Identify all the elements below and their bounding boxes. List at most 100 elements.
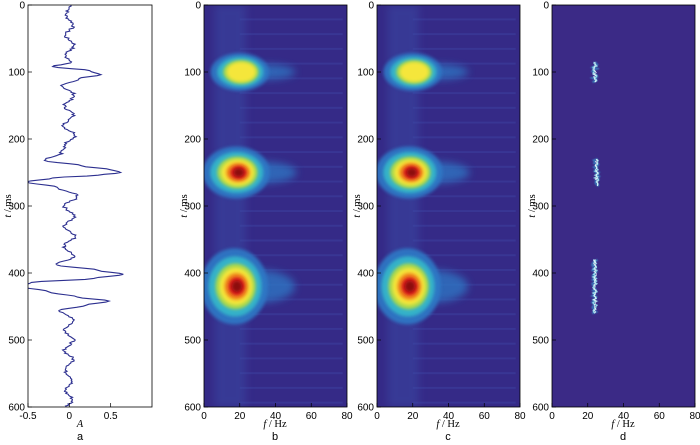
heatmap-streak — [412, 33, 516, 36]
heatmap-streak — [412, 62, 516, 65]
ytick-label-b: 300 — [184, 202, 201, 213]
energy-blob — [233, 168, 244, 177]
ytick-label-c: 300 — [357, 202, 374, 213]
ytick-label-a: 0 — [19, 1, 25, 12]
heatmap-streak — [239, 106, 343, 109]
heatmap-streak — [412, 342, 516, 345]
heatmap-streak — [412, 254, 516, 257]
panel-letter-c: c — [445, 431, 451, 443]
heatmap-streak — [412, 165, 516, 168]
heatmap-streak — [239, 401, 343, 404]
ytick-label-b: 400 — [184, 269, 201, 280]
xtick-label-a: -0.5 — [19, 411, 37, 422]
heatmap-streak — [239, 136, 343, 139]
ytick-label-a: 600 — [8, 403, 25, 414]
ytick-label-b: 500 — [184, 336, 201, 347]
ytick-label-d: 100 — [532, 68, 549, 79]
ytick-label-d: 400 — [532, 269, 549, 280]
ytick-label-d: 200 — [532, 135, 549, 146]
heatmap-streak — [239, 195, 343, 198]
ytick-label-b: 0 — [195, 1, 201, 12]
xtick-label-d: 80 — [689, 411, 700, 422]
panel-d-xlabel: f / Hz — [611, 419, 635, 430]
heatmap-streak — [239, 224, 343, 227]
heatmap-streak — [412, 298, 516, 301]
heatmap-streak — [239, 327, 343, 330]
xtick-label-c: 40 — [443, 411, 455, 422]
ytick-label-b: 600 — [184, 403, 201, 414]
ytick-label-d: 500 — [532, 336, 549, 347]
heatmap-streak — [412, 224, 516, 227]
heatmap-streak — [239, 298, 343, 301]
xtick-label-b: 80 — [341, 411, 353, 422]
xtick-label-d: 20 — [582, 411, 594, 422]
ytick-label-a: 100 — [8, 68, 25, 79]
ytick-label-a: 300 — [8, 202, 25, 213]
heatmap-streak — [239, 268, 343, 271]
energy-blob — [406, 168, 417, 177]
ytick-label-c: 400 — [357, 269, 374, 280]
panel-c-ylabel: t / ms — [352, 194, 363, 217]
xtick-label-c: 0 — [374, 411, 380, 422]
heatmap-streak — [412, 357, 516, 360]
heatmap-streak — [239, 180, 343, 183]
heatmap-streak — [239, 210, 343, 213]
ytick-label-b: 200 — [184, 135, 201, 146]
xtick-label-d: 60 — [654, 411, 666, 422]
xtick-label-b: 0 — [201, 411, 207, 422]
heatmap-streak — [412, 386, 516, 389]
ridge-line — [592, 61, 599, 83]
energy-blob — [404, 280, 416, 292]
ytick-label-c: 100 — [357, 68, 374, 79]
heatmap-streak — [239, 372, 343, 375]
ytick-label-d: 600 — [532, 403, 549, 414]
heatmap-streak — [412, 372, 516, 375]
ytick-label-a: 500 — [8, 336, 25, 347]
heatmap-streak — [412, 106, 516, 109]
xtick-label-c: 80 — [514, 411, 526, 422]
energy-blob — [231, 280, 243, 292]
heatmap-streak — [412, 210, 516, 213]
xtick-label-d: 40 — [618, 411, 630, 422]
ytick-label-a: 200 — [8, 135, 25, 146]
panel-letter-a: a — [77, 431, 84, 443]
heatmap-streak — [412, 151, 516, 154]
ridge-line — [592, 259, 597, 314]
ytick-label-c: 500 — [357, 336, 374, 347]
ytick-label-c: 200 — [357, 135, 374, 146]
heatmap-streak — [412, 327, 516, 330]
heatmap-streak — [412, 239, 516, 242]
xtick-label-c: 60 — [479, 411, 491, 422]
ytick-label-d: 300 — [532, 202, 549, 213]
heatmap-streak — [412, 77, 516, 80]
xtick-label-a: 0 — [67, 411, 73, 422]
panel-d-heatmap — [552, 5, 695, 407]
heatmap-streak — [412, 180, 516, 183]
heatmap-streak — [239, 342, 343, 345]
panel-c-heatmap — [377, 5, 520, 407]
ridge-line — [594, 158, 599, 186]
ytick-label-c: 600 — [357, 403, 374, 414]
heatmap-streak — [412, 92, 516, 95]
heatmap-background — [552, 5, 695, 407]
heatmap-streak — [239, 47, 343, 50]
heatmap-streak — [239, 386, 343, 389]
heatmap-streak — [412, 313, 516, 316]
heatmap-streak — [239, 151, 343, 154]
heatmap-streak — [239, 33, 343, 36]
xtick-label-b: 40 — [270, 411, 282, 422]
heatmap-streak — [412, 18, 516, 21]
heatmap-streak — [412, 136, 516, 139]
panel-b-heatmap — [204, 5, 347, 407]
heatmap-streak — [239, 313, 343, 316]
ytick-label-a: 400 — [8, 269, 25, 280]
ridge-line — [592, 61, 597, 83]
energy-blob — [399, 62, 429, 82]
xtick-label-d: 0 — [549, 411, 555, 422]
